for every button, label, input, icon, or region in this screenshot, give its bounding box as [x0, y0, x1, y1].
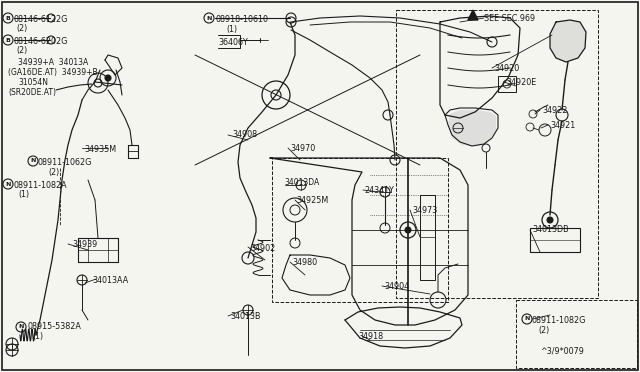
Circle shape	[405, 227, 411, 233]
Text: 34918: 34918	[358, 332, 383, 341]
Text: N: N	[206, 16, 212, 20]
Text: ^3/9*0079: ^3/9*0079	[540, 346, 584, 355]
Bar	[498, 76, 516, 92]
Text: 34908: 34908	[232, 130, 257, 139]
Text: 34920E: 34920E	[506, 78, 536, 87]
Text: SEE SEC.969: SEE SEC.969	[484, 14, 535, 23]
Text: B: B	[6, 16, 10, 20]
Text: (1): (1)	[32, 332, 43, 341]
Text: 34921: 34921	[550, 121, 575, 130]
Polygon shape	[550, 20, 586, 62]
Bar	[272, 158, 448, 302]
Text: (2): (2)	[538, 326, 549, 335]
Text: 34920: 34920	[494, 64, 519, 73]
Text: 34925M: 34925M	[296, 196, 328, 205]
Text: 24341Y: 24341Y	[364, 186, 394, 195]
Text: (2): (2)	[16, 24, 28, 33]
Circle shape	[547, 217, 553, 223]
Text: 34922: 34922	[542, 106, 568, 115]
Text: 08915-5382A: 08915-5382A	[27, 322, 81, 331]
Bar	[516, 300, 637, 368]
Text: N: N	[19, 324, 24, 330]
Text: 34939+A  34013A: 34939+A 34013A	[18, 58, 88, 67]
Polygon shape	[448, 110, 496, 146]
Text: (1): (1)	[18, 190, 29, 199]
Polygon shape	[468, 10, 478, 20]
Text: 31054N: 31054N	[18, 78, 48, 87]
Text: (2): (2)	[48, 168, 60, 177]
Text: (GA16DE.AT)  34939+B: (GA16DE.AT) 34939+B	[8, 68, 98, 77]
Text: 08146-6202G: 08146-6202G	[14, 37, 68, 46]
Text: (SR20DE.AT): (SR20DE.AT)	[8, 88, 56, 97]
Text: 34013AA: 34013AA	[92, 276, 128, 285]
Text: 34013DA: 34013DA	[284, 178, 319, 187]
Text: N: N	[5, 182, 11, 186]
Text: 36406Y: 36406Y	[218, 38, 248, 47]
Bar	[396, 10, 598, 298]
Text: N: N	[524, 317, 530, 321]
Text: 08146-6122G: 08146-6122G	[14, 15, 68, 24]
Text: 34970: 34970	[290, 144, 316, 153]
Text: 34013B: 34013B	[230, 312, 260, 321]
Bar	[530, 228, 580, 252]
Text: N: N	[30, 158, 36, 164]
Text: 08911-1082A: 08911-1082A	[14, 181, 68, 190]
Text: 08911-1082G: 08911-1082G	[532, 316, 586, 325]
Text: B: B	[6, 38, 10, 42]
Text: 34013DB: 34013DB	[532, 225, 568, 234]
Text: 34980: 34980	[292, 258, 317, 267]
Text: 34904: 34904	[384, 282, 409, 291]
Text: (1): (1)	[226, 25, 237, 34]
Text: 08918-10610: 08918-10610	[216, 15, 269, 24]
Text: 08911-1062G: 08911-1062G	[38, 158, 92, 167]
Text: 34902: 34902	[250, 244, 275, 253]
Text: (2): (2)	[16, 46, 28, 55]
Text: 34935M: 34935M	[84, 145, 116, 154]
Circle shape	[105, 75, 111, 81]
Text: 34939: 34939	[72, 240, 97, 249]
Text: 34973: 34973	[412, 206, 437, 215]
